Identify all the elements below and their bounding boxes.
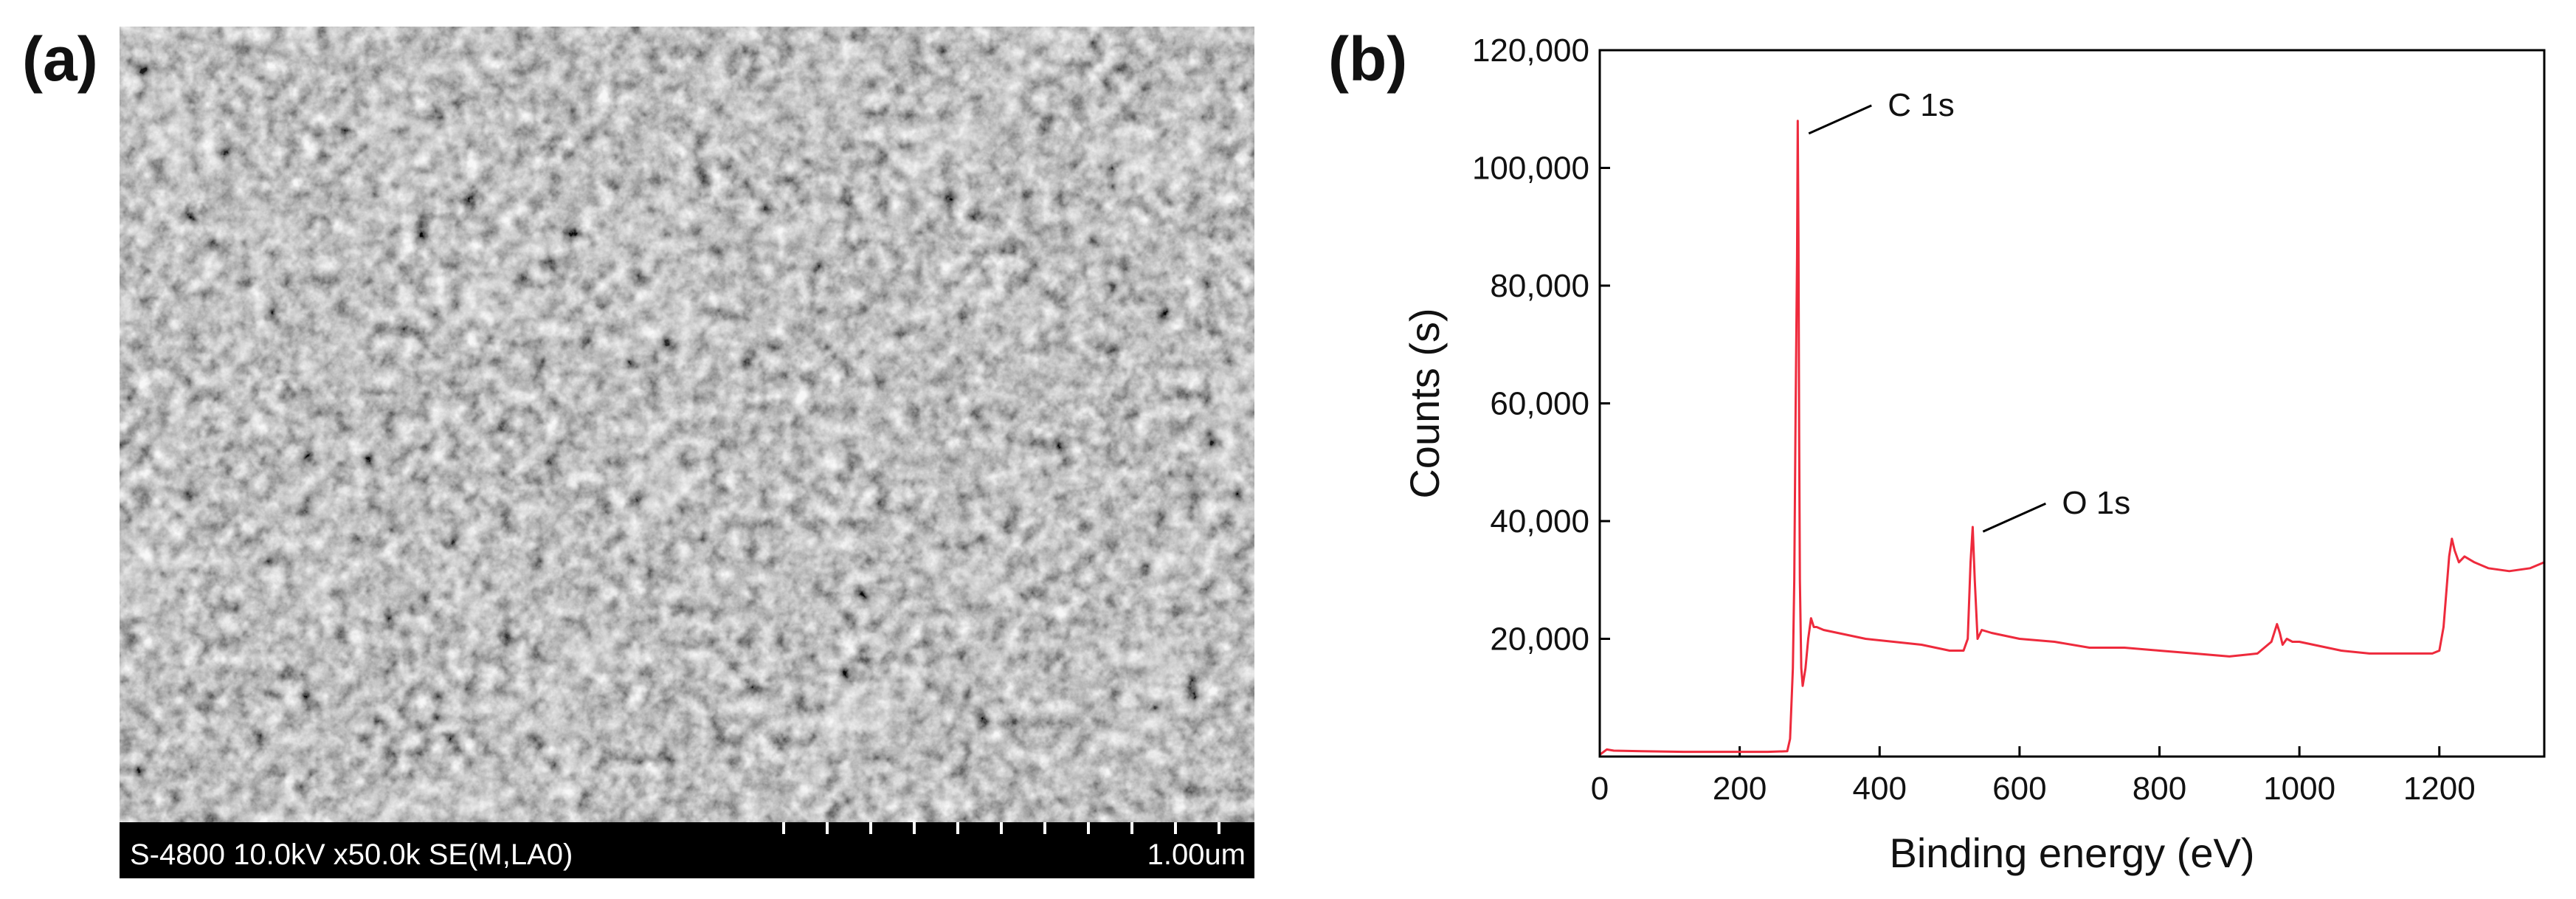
y-tick-label: 80,000 [1490,268,1589,304]
x-tick-label: 1000 [2263,771,2335,807]
peak-annotations: C 1s O 1s [1808,87,2130,533]
y-axis-ticks: 20,000 40,000 60,000 80,000 100,000 120,000 [1472,32,1610,658]
x-tick-label: 200 [1713,771,1767,807]
y-tick-label: 60,000 [1490,386,1589,422]
panel-b-label: (b) [1328,24,1408,94]
panel-a-label: (a) [22,24,98,94]
annotation-leader-line [1808,104,1872,135]
scale-bar-label: 1.00um [1147,838,1246,871]
y-axis-title: Counts (s) [1401,308,1448,498]
info-bar-text: S-4800 10.0kV x50.0k SE(M,LA0) [130,838,573,871]
x-tick-label: 1200 [2403,771,2476,807]
x-tick-label: 0 [1591,771,1609,807]
x-tick-label: 600 [1992,771,2046,807]
y-tick-label: 20,000 [1490,621,1589,658]
y-tick-label: 40,000 [1490,503,1589,540]
y-tick-label: 100,000 [1472,151,1589,187]
x-axis-title: Binding energy (eV) [1890,830,2255,876]
info-bar: S-4800 10.0kV x50.0k SE(M,LA0) 1.00um [120,822,1254,878]
x-axis-ticks: 0 200 400 600 800 1000 1200 [1591,746,2476,807]
x-tick-label: 400 [1853,771,1907,807]
plot-frame [1598,49,2546,758]
peak-annotation-label: C 1s [1888,87,1954,123]
annotation-leader-line [1982,502,2046,533]
x-tick-label: 800 [2133,771,2186,807]
peak-annotation-label: O 1s [2062,485,2130,521]
xps-spectrum-chart: 20,000 40,000 60,000 80,000 100,000 120,000 0… [1401,32,2546,876]
sem-micrograph: S-4800 10.0kV x50.0k SE(M,LA0) 1.00um [120,27,1254,878]
spectrum-line [1599,120,2545,756]
y-tick-label: 120,000 [1472,32,1589,69]
scale-bar [782,822,1220,834]
